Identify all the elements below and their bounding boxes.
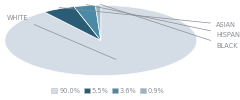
Wedge shape [5,5,197,76]
Wedge shape [74,5,101,40]
Wedge shape [44,7,101,41]
Legend: 90.0%, 5.5%, 3.6%, 0.9%: 90.0%, 5.5%, 3.6%, 0.9% [49,85,167,97]
Text: WHITE: WHITE [7,15,116,60]
Text: BLACK: BLACK [101,4,238,49]
Text: HISPANIC: HISPANIC [86,5,240,38]
Text: ASIAN: ASIAN [59,8,236,28]
Wedge shape [95,5,101,40]
